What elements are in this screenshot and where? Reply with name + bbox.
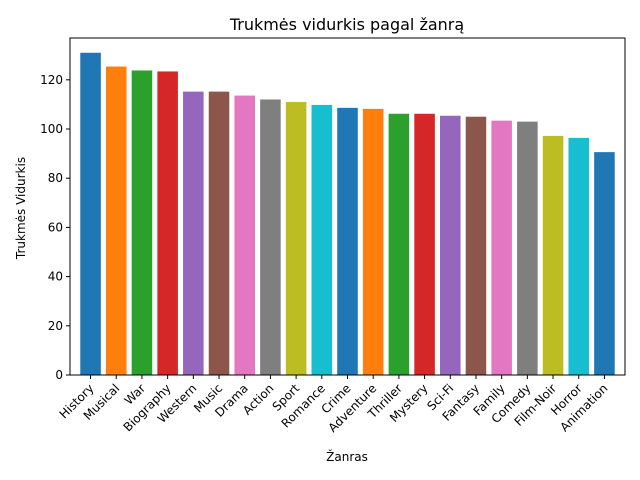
y-axis-ticks: 0 20 40 60 80 100 120 (40, 73, 70, 382)
bar-war (131, 70, 153, 376)
bar-biography (157, 71, 178, 376)
bar-comedy (517, 121, 538, 375)
bar-romance (311, 104, 333, 376)
bar-horror (568, 137, 590, 375)
x-axis-label: Žanras (326, 449, 368, 464)
bar-music (208, 91, 230, 375)
y-axis-label: Trukmės Vidurkis (14, 157, 28, 260)
bar-sport (285, 101, 307, 375)
bar-family (491, 120, 512, 375)
bar-animation (594, 152, 615, 375)
plot-frame (69, 37, 626, 376)
y-tick-label: 100 (40, 122, 63, 136)
y-tick-label: 40 (48, 270, 63, 284)
bar-fantasy (465, 116, 487, 375)
bar-adventure (362, 108, 384, 375)
bar-drama (234, 95, 255, 376)
bar-crime (337, 107, 358, 375)
bar-mystery (414, 113, 435, 376)
y-tick-label: 60 (48, 220, 63, 234)
bar-thriller (388, 113, 410, 376)
y-tick-label: 120 (40, 73, 63, 87)
y-tick-label: 20 (48, 319, 63, 333)
bar-film-noir (542, 135, 564, 375)
chart-title: Trukmės vidurkis pagal žanrą (229, 15, 464, 34)
bar-action (260, 99, 281, 376)
bar-western (183, 91, 204, 375)
bars-group (80, 52, 615, 376)
bar-history (80, 52, 101, 375)
y-tick-label: 0 (55, 368, 63, 382)
bar-musical (105, 66, 127, 376)
bar-sci-fi (440, 115, 461, 375)
y-tick-label: 80 (48, 171, 63, 185)
